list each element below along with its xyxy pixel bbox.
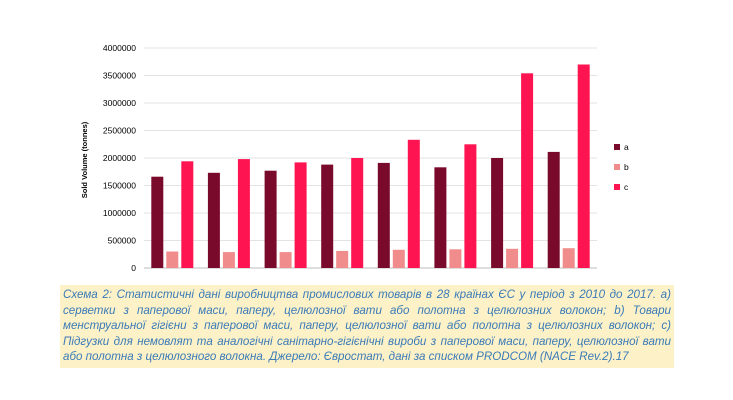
legend-swatch-c	[614, 184, 620, 190]
y-tick-label: 2500000	[103, 126, 136, 136]
bar-a-2011	[207, 172, 220, 268]
bar-a-2015	[434, 167, 447, 268]
bar-b-2012	[279, 252, 292, 268]
y-tick-label: 1000000	[103, 208, 136, 218]
bar-b-2014	[392, 249, 405, 268]
legend-label-c: c	[624, 182, 629, 192]
legend-swatch-a	[614, 144, 620, 150]
bar-a-2012	[264, 170, 277, 268]
legend-swatch-b	[614, 164, 620, 170]
bar-chart: 0 500000 1000000 1500000 2000000 2500000 30000…	[80, 43, 629, 273]
bar-a-2016	[491, 158, 504, 268]
y-tick-label: 0	[131, 263, 136, 273]
bar-a-2013	[321, 164, 334, 268]
y-tick-label: 1500000	[103, 181, 136, 191]
bar-b-2015	[449, 249, 462, 268]
bar-c-2016	[521, 73, 534, 268]
bar-b-2016	[506, 248, 519, 269]
legend-label-a: a	[624, 142, 629, 152]
bar-b-2011	[222, 252, 235, 268]
bar-b-2013	[336, 250, 349, 268]
bar-c-2017	[577, 64, 590, 268]
bar-a-2010	[151, 176, 164, 268]
bar-c-2014	[407, 139, 420, 268]
bar-b-2017	[562, 248, 575, 268]
y-tick-label: 500000	[108, 236, 137, 246]
y-tick-labels: 0 500000 1000000 1500000 2000000 2500000 30000…	[103, 43, 136, 273]
y-axis-label: Sold Volume (tonnes)	[80, 121, 89, 198]
bar-b-2010	[166, 251, 179, 268]
bar-a-2014	[377, 162, 390, 268]
bar-c-2015	[464, 144, 477, 269]
y-tick-label: 4000000	[103, 43, 136, 53]
y-tick-label: 2000000	[103, 153, 136, 163]
bar-c-2013	[351, 158, 364, 268]
legend: abc	[614, 142, 629, 192]
bar-a-2017	[547, 151, 560, 268]
y-tick-label: 3000000	[103, 98, 136, 108]
legend-label-b: b	[624, 162, 629, 172]
bar-c-2010	[181, 161, 194, 268]
y-tick-label: 3500000	[103, 71, 136, 81]
figure-caption: Схема 2: Статистичні дані виробництва пр…	[60, 285, 674, 368]
bar-c-2012	[294, 162, 307, 268]
bar-series	[151, 64, 590, 269]
bar-c-2011	[237, 159, 250, 268]
